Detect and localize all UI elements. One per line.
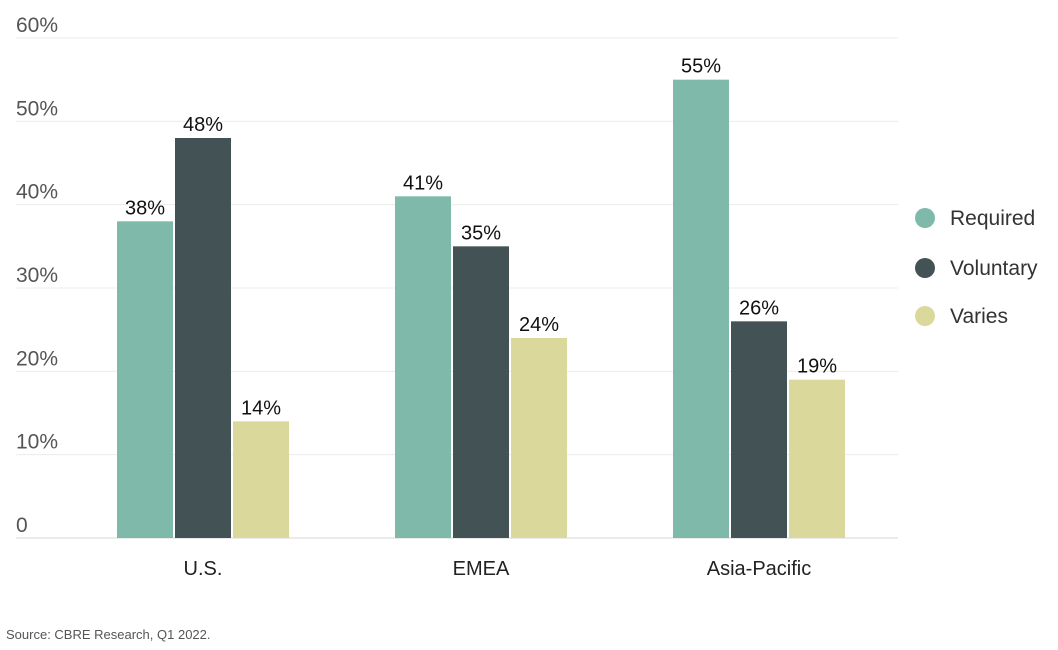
y-tick-label: 40% <box>16 181 58 204</box>
y-tick-label: 0 <box>16 514 28 537</box>
data-label: 48% <box>183 114 223 136</box>
legend-label: Voluntary <box>950 257 1038 280</box>
bar-varies <box>789 379 845 538</box>
y-tick-label: 10% <box>16 431 58 454</box>
data-label: 14% <box>241 397 281 419</box>
y-tick-label: 50% <box>16 97 58 120</box>
source-note: Source: CBRE Research, Q1 2022. <box>6 627 211 642</box>
legend-swatch <box>915 306 935 326</box>
bar-voluntary <box>731 321 787 538</box>
y-tick-label: 20% <box>16 347 58 370</box>
data-label: 41% <box>403 172 443 194</box>
bar-required <box>395 196 451 539</box>
y-tick-label: 30% <box>16 264 58 287</box>
legend: Required Voluntary Varies <box>915 207 1038 328</box>
legend-label: Required <box>950 207 1035 230</box>
data-label: 19% <box>797 356 837 378</box>
data-label: 35% <box>461 222 501 244</box>
data-labels: 38% 48% 14% 41% 35% 24% 55% 26% 19% <box>125 56 837 420</box>
legend-swatch <box>915 258 935 278</box>
y-axis-ticks: 0 10% 20% 30% 40% 50% 60% <box>16 14 58 537</box>
data-label: 24% <box>519 314 559 336</box>
bar-varies <box>233 421 289 538</box>
bar-required <box>673 79 729 539</box>
category-label: U.S. <box>184 558 223 580</box>
x-axis-categories: U.S. EMEA Asia-Pacific <box>184 558 812 580</box>
bar-voluntary <box>175 138 231 538</box>
category-label: Asia-Pacific <box>707 558 811 580</box>
y-tick-label: 60% <box>16 14 58 37</box>
bar-required <box>117 221 173 539</box>
data-label: 26% <box>739 297 779 319</box>
bars <box>117 79 845 539</box>
legend-swatch <box>915 208 935 228</box>
legend-label: Varies <box>950 305 1008 328</box>
category-label: EMEA <box>453 558 510 580</box>
data-label: 38% <box>125 197 165 219</box>
bar-varies <box>511 338 567 538</box>
bar-voluntary <box>453 246 509 539</box>
data-label: 55% <box>681 56 721 78</box>
